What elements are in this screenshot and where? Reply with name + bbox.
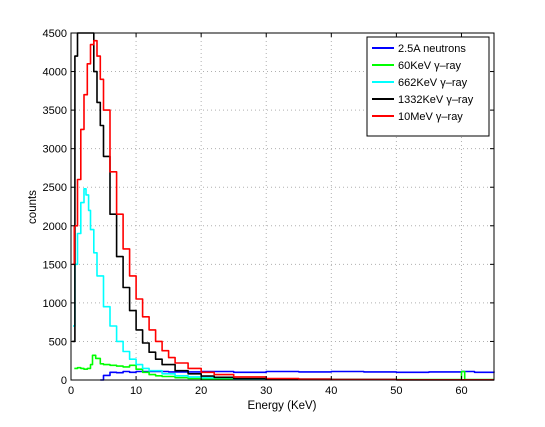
y-tick-label: 4000 xyxy=(43,67,67,79)
x-tick-label: 10 xyxy=(130,385,142,397)
x-tick-label: 20 xyxy=(195,385,207,397)
y-tick-label: 0 xyxy=(61,375,67,387)
legend-entry-label: 1332KeV γ–ray xyxy=(398,94,474,106)
y-tick-label: 500 xyxy=(49,336,67,348)
legend-entry-label: 60KeV γ–ray xyxy=(398,60,461,72)
y-tick-label: 4500 xyxy=(43,28,67,40)
axes-frame xyxy=(70,32,495,381)
y-tick-label: 1500 xyxy=(43,259,67,271)
legend-entry-label: 662KeV γ–ray xyxy=(398,77,468,89)
legend-entry-label: 10MeV γ–ray xyxy=(398,111,463,123)
y-tick-label: 1000 xyxy=(43,298,67,310)
x-tick-label: 30 xyxy=(260,385,272,397)
x-tick-label: 0 xyxy=(68,385,74,397)
x-tick-label: 40 xyxy=(325,385,337,397)
series-line-10mev-ray xyxy=(72,39,494,381)
y-tick-label: 3000 xyxy=(43,144,67,156)
y-tick-label: 2000 xyxy=(43,221,67,233)
legend: 2.5A neutrons 60KeV γ–ray 662KeV γ–ray 1332… xyxy=(366,36,490,137)
series-line-2-5a-neutrons xyxy=(100,370,495,381)
legend-entry-label: 2.5A neutrons xyxy=(398,43,466,55)
x-tick-label: 50 xyxy=(390,385,402,397)
axis-ticks: 0 10 20 30 40 50 60 0 500 1000 1500 2000 2500 3000 350… xyxy=(43,28,494,397)
x-axis-label: Energy (KeV) xyxy=(247,400,316,412)
y-axis-label: counts xyxy=(27,190,39,224)
x-tick-label: 60 xyxy=(455,385,467,397)
y-tick-label: 3500 xyxy=(43,105,67,117)
y-tick-label: 2500 xyxy=(43,182,67,194)
legend-box xyxy=(366,36,490,137)
